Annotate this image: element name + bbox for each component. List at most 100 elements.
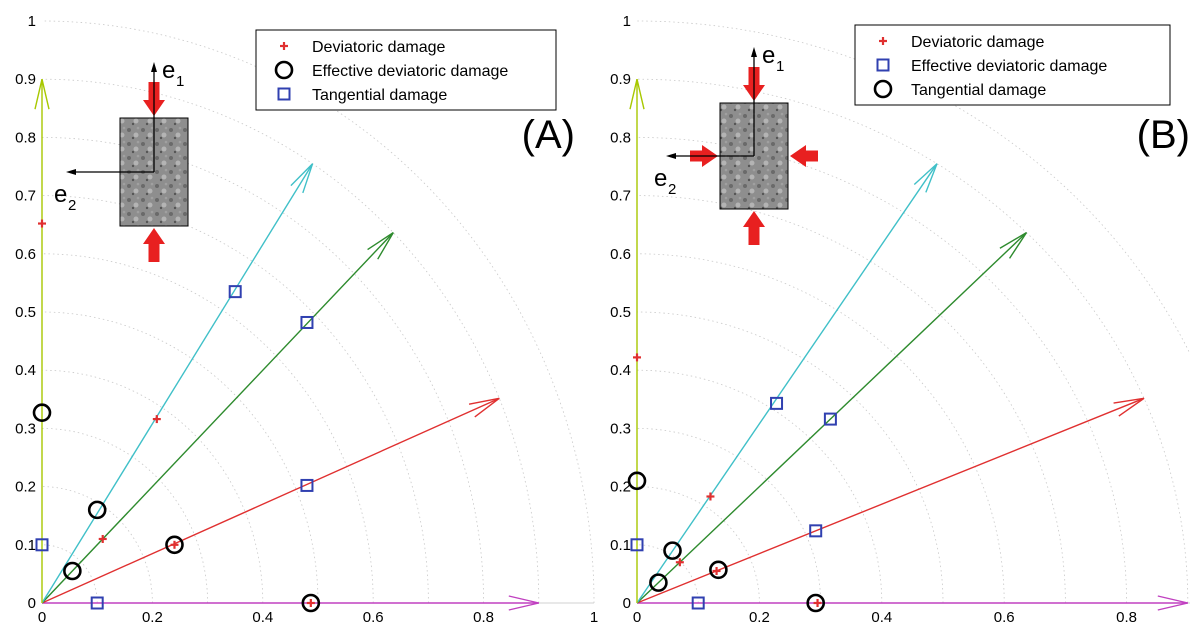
panel-b-point-deviatoric-damage: [675, 558, 684, 567]
panel-b-legend-label: Deviatoric damage: [911, 34, 1045, 51]
panel-a-y-tick-label: 0.4: [15, 362, 36, 379]
panel-b-grid-arc: [636, 253, 1005, 604]
panel-a-e1-label-sub: 1: [176, 73, 184, 90]
panel-a-ray-line: [41, 397, 500, 604]
panel-a-point-tangential-damage: [35, 538, 49, 552]
panel-b-point-deviatoric-damage: [712, 566, 721, 575]
panel-b-legend: Deviatoric damage Effective deviatoric da…: [854, 24, 1171, 106]
panel-b-ray-23deg: [636, 397, 1145, 604]
panel-b-ray-arrowhead: [913, 163, 938, 193]
panel-b-y-tick-label: 0.9: [610, 71, 631, 88]
panel-a-ray-arrowhead: [508, 595, 539, 611]
panel-b-point-tangential-damage: [663, 541, 682, 560]
panel-b-point-effective-deviatoric-damage: [770, 396, 784, 410]
panel-b-point-tangential-damage: [649, 573, 668, 592]
panel-a-point-deviatoric-damage: [98, 534, 107, 543]
panel-a-legend: Deviatoric damage Effective deviatoric da…: [255, 29, 557, 111]
panel-b-ray-arrowhead: [1157, 595, 1188, 611]
panel-a-ray-arrowhead: [34, 79, 50, 110]
panel-a-series-deviatoric-damage: [38, 219, 315, 607]
panel-b-e1-label-sub: 1: [776, 58, 784, 75]
panel-b-point-tangential-damage: [709, 560, 728, 580]
panel-b-point-effective-deviatoric-damage: [691, 596, 705, 610]
panel-a-y-tick-label: 0.5: [15, 304, 36, 321]
panel-a-grid-arc: [41, 253, 374, 604]
panel-a-e1-arrowhead: [151, 62, 157, 72]
panel-b-point-deviatoric-damage: [813, 599, 822, 607]
panel-b-legend-label: Tangential damage: [911, 82, 1046, 99]
panel-a-specimen-inset: e 1e 2: [54, 57, 189, 262]
panel-b-ray-57deg: [636, 163, 938, 604]
panel-a-e2-label-sub: 2: [68, 197, 76, 214]
panel-b-e2-arrowhead: [666, 153, 676, 159]
panel-a: 0 0.2 0.4 0.6 0.8 1 0 0.1 0.2 0.3 0.4 0.5 0.6 0.7 0.8 0…: [15, 13, 598, 626]
panel-b-legend-marker: [876, 58, 890, 72]
panel-b-x-tick-label: 0.2: [749, 609, 770, 626]
panel-b-point-effective-deviatoric-damage: [630, 538, 644, 552]
panel-a-e2-arrowhead: [66, 169, 76, 175]
panel-b-point-deviatoric-damage: [633, 353, 641, 362]
panel-b-e1-label: e: [762, 42, 775, 69]
panel-a-point-tangential-damage: [300, 315, 314, 329]
panel-a-ray-arrowhead: [367, 232, 394, 260]
panel-a-point-deviatoric-damage: [306, 599, 315, 607]
panel-b-ray-line: [636, 232, 1027, 604]
panel-a-legend-marker: [280, 42, 288, 50]
panel-a-legend-label: Effective deviatoric damage: [312, 63, 508, 80]
panel-b-x-tick-label: 0.4: [871, 609, 892, 626]
panel-a-point-effective-deviatoric-damage: [32, 403, 52, 422]
panel-a-ray-arrowhead: [290, 163, 314, 194]
panel-b-x-tick-label: 0: [633, 609, 641, 626]
panel-a-point-deviatoric-damage: [38, 219, 46, 228]
panel-b-point-effective-deviatoric-damage: [823, 412, 837, 426]
panel-a-ray-arrowhead: [468, 397, 500, 418]
panel-a-label: (A): [522, 113, 575, 157]
panel-b-y-tick-label: 0.3: [610, 420, 631, 437]
panel-b-x-tick-label: 0.8: [1116, 609, 1137, 626]
panel-a-y-tick-label: 1: [28, 13, 36, 30]
panel-b-e2-label-sub: 2: [668, 181, 676, 198]
panel-a-y-tick-label: 0.7: [15, 188, 36, 205]
panel-b-y-tick-label: 0.1: [610, 537, 631, 554]
panel-a-y-tick-label: 0.3: [15, 420, 36, 437]
panel-a-legend-box: [255, 29, 557, 111]
panel-a-x-tick-label: 0.8: [473, 609, 494, 626]
panel-b-e1-arrowhead: [751, 47, 757, 57]
panel-b-x-tick-label: 0.6: [994, 609, 1015, 626]
panel-a-point-effective-deviatoric-damage: [301, 593, 321, 613]
panel-a-ray-45deg: [41, 232, 394, 604]
panel-a-point-effective-deviatoric-damage: [63, 561, 82, 581]
panel-b-y-tick-label: 0: [623, 595, 631, 612]
panel-b-label: (B): [1137, 113, 1190, 157]
panel-a-point-deviatoric-damage: [170, 540, 179, 549]
panel-a-y-tick-label: 0.8: [15, 129, 36, 146]
panel-b-load-arrow-bottom: [743, 211, 765, 245]
panel-a-x-tick-label: 0.2: [142, 609, 163, 626]
panel-b-y-tick-label: 0.6: [610, 246, 631, 263]
panel-a-legend-label: Tangential damage: [312, 87, 447, 104]
panel-b-ray-line: [636, 397, 1145, 604]
panel-b-y-tick-label: 0.5: [610, 304, 631, 321]
panel-b-series-tangential-damage: [627, 471, 826, 613]
panel-b-point-effective-deviatoric-damage: [809, 524, 823, 538]
panel-b-series-effective-deviatoric-damage: [630, 396, 837, 610]
panel-b-ray-90deg: [629, 79, 645, 603]
panel-a-x-tick-label: 0.4: [252, 609, 273, 626]
panel-b-y-tick-label: 0.2: [610, 479, 631, 496]
panel-a-point-deviatoric-damage: [152, 415, 161, 424]
panel-a-point-tangential-damage: [300, 478, 314, 492]
panel-b-ray-arrowhead: [629, 79, 645, 110]
panel-a-x-tick-label: 1: [590, 609, 598, 626]
panel-a-legend-label: Deviatoric damage: [312, 39, 446, 56]
panel-a-legend-marker: [274, 60, 294, 80]
panel-a-y-tick-label: 0: [28, 595, 36, 612]
panel-b-ray-arrowhead: [999, 232, 1028, 259]
panel-b-specimen-inset: e 1e 2: [654, 42, 818, 245]
panel-a-load-arrow-bottom: [143, 228, 165, 262]
panel-b-legend-marker: [879, 37, 887, 45]
panel-b-point-deviatoric-damage: [706, 492, 715, 501]
panel-a-ray-57deg: [41, 163, 314, 604]
panel-b: 0 0.2 0.4 0.6 0.8 0 0.1 0.2 0.3 0.4 0.5 0.6 0.7 0.8 0.…: [610, 13, 1190, 626]
panel-a-point-effective-deviatoric-damage: [165, 535, 184, 555]
